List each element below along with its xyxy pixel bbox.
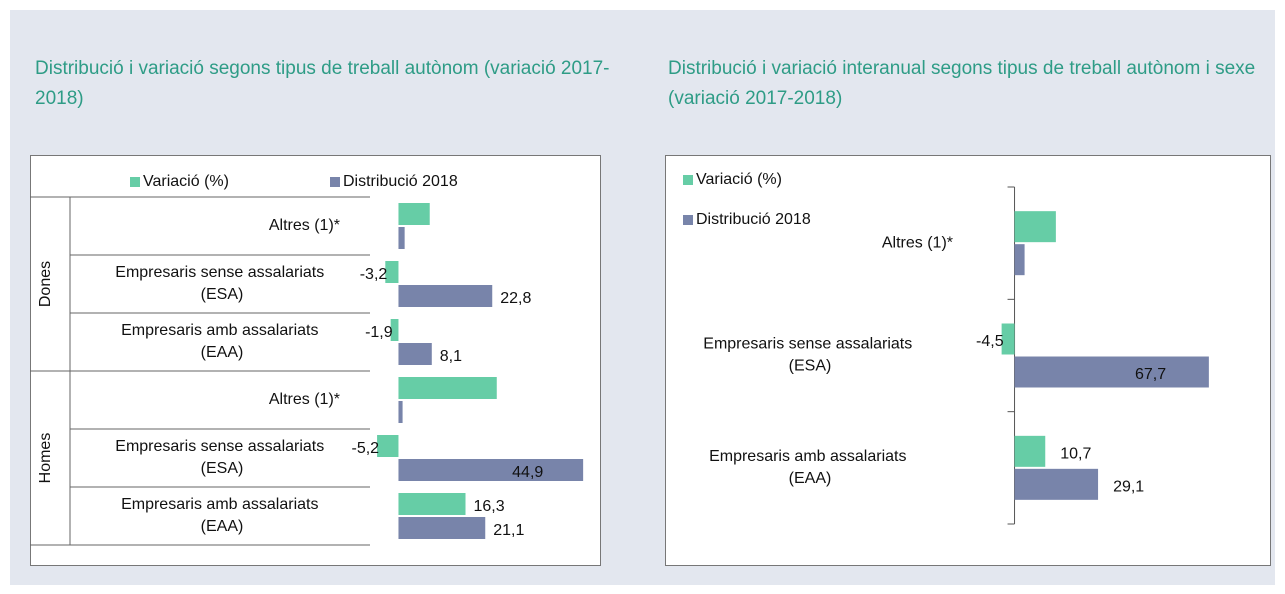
bar: [398, 377, 497, 399]
bar: [1014, 211, 1056, 243]
legend-label: Variació (%): [696, 171, 782, 188]
value-label: -3,2: [360, 266, 388, 283]
bar: [398, 203, 430, 225]
bar: [398, 285, 493, 307]
chart-title: Distribució i variació segons tipus de t…: [35, 58, 610, 109]
legend-label: Distribució 2018: [696, 211, 811, 228]
bar: [377, 435, 399, 457]
chart-frame: [30, 155, 601, 566]
bar: [1014, 244, 1025, 276]
bar: [398, 227, 405, 249]
value-label: 10,7: [1060, 446, 1091, 463]
category-label: Altres (1)*: [882, 234, 953, 251]
category-label: Empresaris amb assalariats (EAA): [121, 496, 323, 535]
bar: [390, 319, 399, 341]
value-label: 29,1: [1113, 479, 1144, 496]
bar: [398, 343, 432, 365]
category-label: Empresaris sense assalariats (ESA): [703, 336, 916, 375]
legend-swatch: [683, 175, 693, 185]
value-label: 22,8: [500, 290, 531, 307]
bar: [1001, 323, 1015, 355]
value-label: 44,9: [512, 464, 543, 481]
legend-swatch: [130, 177, 140, 187]
category-label: Empresaris amb assalariats (EAA): [709, 448, 911, 487]
value-label: 67,7: [1135, 366, 1166, 383]
bar: [1014, 356, 1209, 388]
value-label: 21,1: [493, 522, 524, 539]
chart-title: Distribució i variació interanual segons…: [668, 58, 1256, 109]
bar: [398, 493, 466, 515]
group-label: Homes: [37, 433, 54, 484]
bar: [1014, 435, 1046, 467]
bar: [398, 517, 486, 539]
legend-label: Variació (%): [143, 173, 229, 190]
legend-swatch: [683, 215, 693, 225]
value-label: -1,9: [365, 324, 393, 341]
bar: [385, 261, 399, 283]
value-label: 8,1: [440, 348, 462, 365]
group-label: Dones: [37, 261, 54, 307]
value-label: 16,3: [474, 498, 505, 515]
bar: [1014, 468, 1099, 500]
bar: [398, 401, 403, 423]
category-label: Altres (1)*: [269, 217, 340, 234]
legend-swatch: [330, 177, 340, 187]
category-label: Altres (1)*: [269, 391, 340, 408]
value-label: -4,5: [976, 333, 1004, 350]
bar: [398, 459, 584, 481]
category-label: Empresaris sense assalariats (ESA): [115, 438, 328, 477]
legend-label: Distribució 2018: [343, 173, 458, 190]
category-label: Empresaris amb assalariats (EAA): [121, 322, 323, 361]
category-label: Empresaris sense assalariats (ESA): [115, 264, 328, 303]
value-label: -5,2: [352, 440, 380, 457]
